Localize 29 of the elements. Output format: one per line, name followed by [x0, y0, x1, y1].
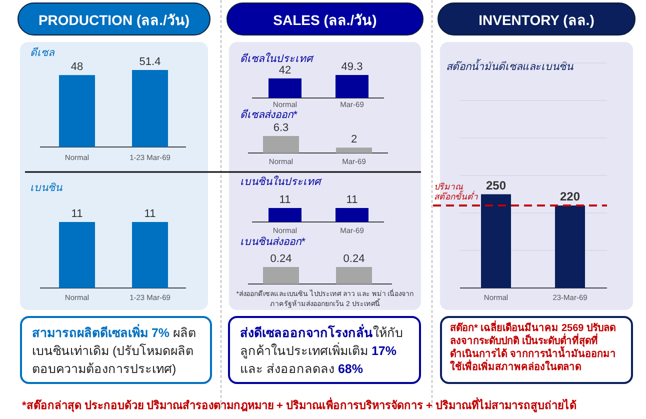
- data-label: 11: [71, 208, 83, 220]
- data-label: 48: [70, 61, 84, 74]
- text: สต๊อก* เฉลี่ยเดือนมีนาคม 2569 ปรับลดลงจากระดับปกติ เป็นระดับต่ำที่สุดที่ดำเนินการได้ จากการนำน้ำมันออกมาใช้เพื่อเพิ่มสภาพคล่องในตลาด: [440, 316, 633, 384]
- chart-subtitle: ดีเซล: [30, 47, 55, 59]
- chart-subtitle: สต๊อกน้ำมันดีเซลและเบนซิน: [446, 58, 574, 73]
- data-label: 11: [144, 208, 156, 220]
- text: สามารถผลิตดีเซลเพิ่ม 7% ผลิตเบนซินเท่าเดิม (ปรับโหมดผลิตตอบความต้องการประเทศ): [20, 316, 212, 384]
- data-label: 11: [279, 194, 291, 206]
- text: ส่งดีเซลออกจากโรงกลั่นให้กับลูกค้าในประเทศเพิ่มเติม 17% และ ส่งออกลดลง 68%: [240, 326, 403, 376]
- data-label: 51.4: [139, 56, 161, 68]
- chart-subtitle: เบนซินส่งออก*: [240, 236, 306, 248]
- data-label: 0.24: [270, 253, 292, 265]
- data-label: 6.3: [273, 122, 289, 134]
- data-label: 49.3: [341, 61, 363, 73]
- chart-title: SALES (ลล./วัน): [273, 12, 377, 28]
- data-label: 2: [350, 134, 358, 146]
- data-label: 220: [560, 190, 580, 204]
- text: *สต๊อกล่าสุด ประกอบด้วย ปริมาณสำรองตามกฎหมาย + ปริมาณเพื่อการบริหารจัดการ + ปริมาณที่ไม่สามารถสูบถ่ายได้: [22, 396, 578, 414]
- chart-subtitle: ดีเซลในประเทศ: [240, 52, 315, 65]
- data-label: 42: [278, 64, 292, 76]
- ref-line-label: ปริมาณ สต๊อกขั้นต่ำ: [434, 182, 478, 202]
- data-label: 0.24: [343, 253, 365, 265]
- data-label: 11: [346, 194, 358, 206]
- chart-title: INVENTORY (ลล.): [478, 12, 594, 28]
- data-label: 250: [486, 178, 506, 192]
- chart-subtitle: เบนซิน: [30, 182, 63, 194]
- chart-subtitle: เบนซินในประเทศ: [240, 175, 323, 188]
- chart-title: PRODUCTION (ลล./วัน): [38, 12, 190, 28]
- chart-subtitle: ดีเซลส่งออก*: [240, 109, 298, 121]
